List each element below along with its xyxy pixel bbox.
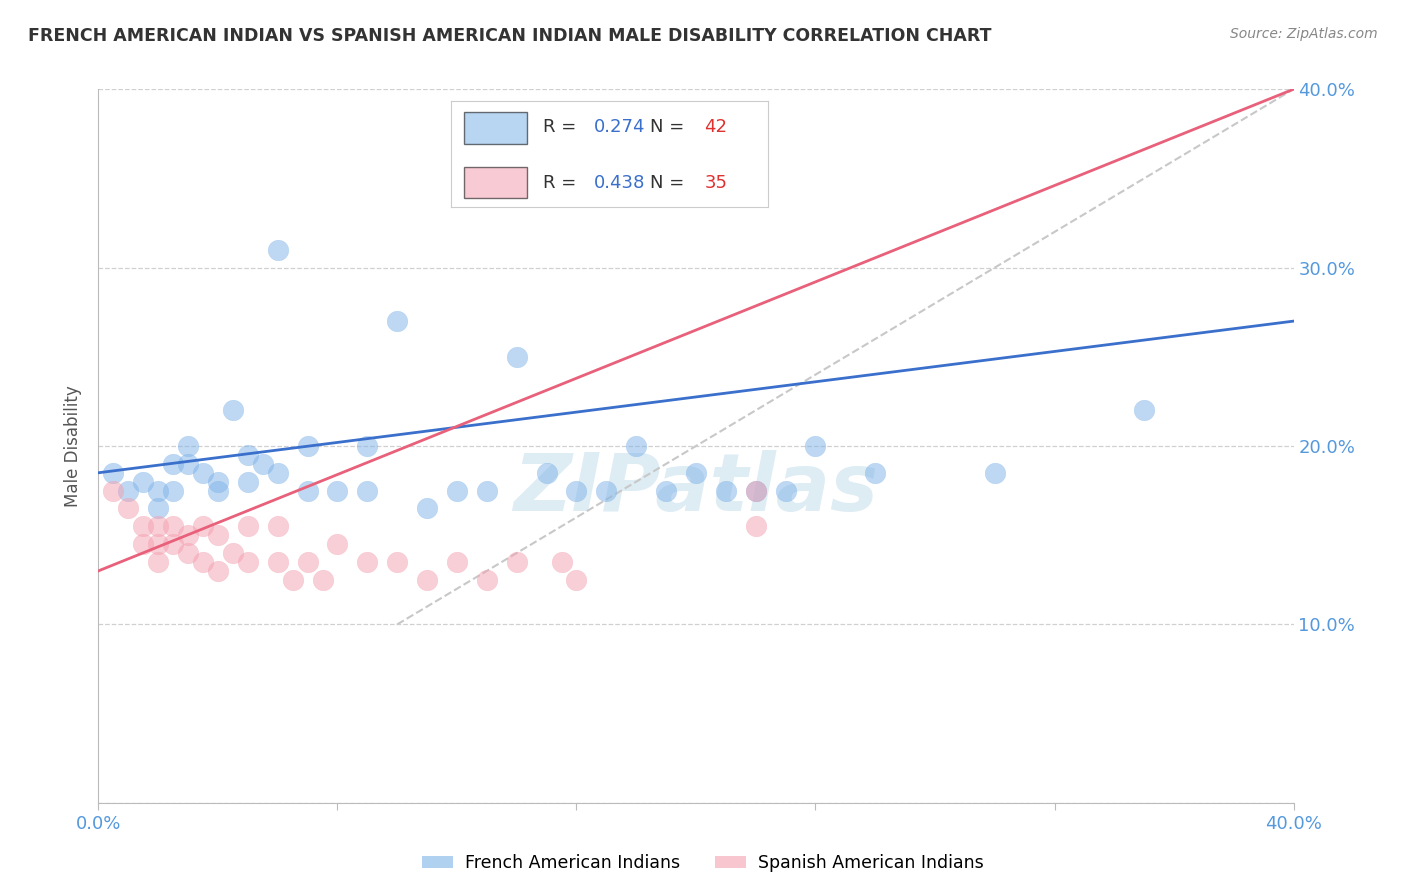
Point xyxy=(1133,403,1156,417)
Point xyxy=(162,457,184,471)
Point xyxy=(297,555,319,569)
Point xyxy=(745,483,768,498)
Point xyxy=(475,573,498,587)
Point xyxy=(416,501,439,516)
Point xyxy=(148,483,170,498)
Point xyxy=(745,483,768,498)
Point xyxy=(536,466,558,480)
Point xyxy=(132,537,155,551)
Point xyxy=(191,519,214,533)
Point xyxy=(475,483,498,498)
Point xyxy=(177,439,200,453)
Point xyxy=(252,457,274,471)
Point xyxy=(446,483,468,498)
Point xyxy=(236,475,259,489)
Point xyxy=(655,483,678,498)
Text: Source: ZipAtlas.com: Source: ZipAtlas.com xyxy=(1230,27,1378,41)
Point xyxy=(177,546,200,560)
Point xyxy=(356,555,378,569)
Point xyxy=(117,483,139,498)
Point xyxy=(416,573,439,587)
Point xyxy=(385,314,409,328)
Point xyxy=(595,483,617,498)
Point xyxy=(267,519,290,533)
Point xyxy=(984,466,1007,480)
Text: ZIPatlas: ZIPatlas xyxy=(513,450,879,528)
Point xyxy=(804,439,827,453)
Point xyxy=(236,448,259,462)
Point xyxy=(267,243,290,257)
Point xyxy=(117,501,139,516)
Point xyxy=(714,483,737,498)
Point xyxy=(132,475,155,489)
Y-axis label: Male Disability: Male Disability xyxy=(65,385,83,507)
Point xyxy=(446,555,468,569)
Point xyxy=(356,439,378,453)
Point xyxy=(626,439,648,453)
Point xyxy=(222,403,245,417)
Point xyxy=(745,153,768,168)
Point xyxy=(356,483,378,498)
Point xyxy=(311,573,333,587)
Point xyxy=(103,483,125,498)
Point xyxy=(550,555,572,569)
Point xyxy=(326,483,349,498)
Point xyxy=(565,573,588,587)
Point xyxy=(177,528,200,542)
Point xyxy=(685,466,707,480)
Point xyxy=(103,466,125,480)
Point xyxy=(207,528,229,542)
Point xyxy=(267,555,290,569)
Point xyxy=(148,537,170,551)
Point xyxy=(506,350,529,364)
Point xyxy=(222,546,245,560)
Point xyxy=(207,564,229,578)
Point xyxy=(297,483,319,498)
Point xyxy=(162,537,184,551)
Point xyxy=(775,483,797,498)
Point xyxy=(506,555,529,569)
Point xyxy=(236,555,259,569)
Point xyxy=(162,483,184,498)
Point xyxy=(385,555,409,569)
Point xyxy=(191,466,214,480)
Text: FRENCH AMERICAN INDIAN VS SPANISH AMERICAN INDIAN MALE DISABILITY CORRELATION CH: FRENCH AMERICAN INDIAN VS SPANISH AMERIC… xyxy=(28,27,991,45)
Point xyxy=(177,457,200,471)
Point xyxy=(191,555,214,569)
Point xyxy=(745,519,768,533)
Point xyxy=(565,483,588,498)
Point xyxy=(132,519,155,533)
Point xyxy=(297,439,319,453)
Point xyxy=(207,475,229,489)
Point xyxy=(595,118,617,132)
Point xyxy=(865,466,887,480)
Point xyxy=(326,537,349,551)
Point xyxy=(148,519,170,533)
Point xyxy=(162,519,184,533)
Point xyxy=(148,501,170,516)
Point xyxy=(207,483,229,498)
Legend: French American Indians, Spanish American Indians: French American Indians, Spanish America… xyxy=(415,847,991,879)
Point xyxy=(148,555,170,569)
Point xyxy=(267,466,290,480)
Point xyxy=(281,573,304,587)
Point xyxy=(236,519,259,533)
